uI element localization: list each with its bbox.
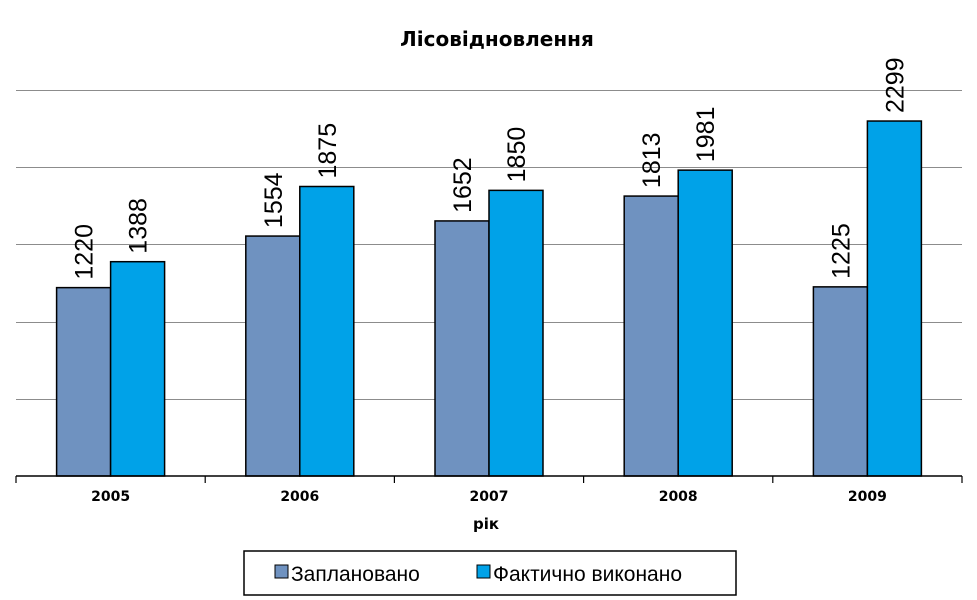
- data-label: 1554: [260, 172, 288, 228]
- legend-label-actual: Фактично виконано: [493, 563, 682, 586]
- bars: [55, 120, 923, 477]
- x-axis-label: рік: [473, 515, 499, 533]
- data-labels: 1220 1388 1554 1875 1652 1850 1813 1981 1225 2299: [71, 57, 910, 279]
- bar-actual-2006: [299, 185, 355, 477]
- data-label: 1981: [692, 107, 720, 163]
- data-label: 1388: [125, 198, 153, 254]
- chart-title: Лісовідновлення: [400, 27, 594, 51]
- x-tick-labels: 2005 2006 2007 2008 2009: [91, 489, 887, 505]
- bar-actual-2007: [488, 189, 544, 477]
- x-axis: [15, 475, 963, 483]
- bar-actual-2009: [866, 120, 923, 477]
- data-label: 1652: [449, 157, 477, 213]
- data-label: 2299: [881, 57, 909, 113]
- bar-actual-2005: [109, 260, 166, 477]
- bar-planned-2007: [434, 220, 490, 477]
- bar-planned-2008: [623, 195, 679, 477]
- data-label: 1220: [71, 224, 99, 280]
- data-label: 1850: [503, 127, 531, 183]
- x-tick-label: 2007: [470, 489, 509, 505]
- x-tick-label: 2006: [280, 489, 319, 505]
- data-label: 1875: [314, 123, 342, 179]
- legend-swatch-actual: [476, 564, 491, 579]
- legend-label-planned: Заплановано: [291, 563, 420, 586]
- x-tick-label: 2005: [91, 489, 130, 505]
- legend: Заплановано Фактично виконано: [243, 550, 737, 596]
- bar-actual-2008: [677, 169, 733, 477]
- x-tick-label: 2008: [659, 489, 698, 505]
- x-tick-label: 2009: [848, 489, 887, 505]
- bar-planned-2006: [245, 235, 301, 477]
- bar-planned-2009: [812, 286, 869, 477]
- data-label: 1225: [827, 223, 855, 279]
- legend-swatch-planned: [274, 564, 289, 579]
- bar-planned-2005: [55, 286, 112, 477]
- data-label: 1813: [638, 132, 666, 188]
